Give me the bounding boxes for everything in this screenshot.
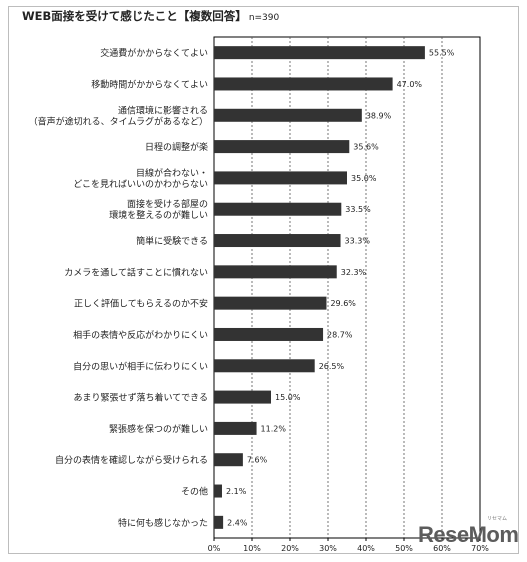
category-label: その他 [181,486,208,498]
bar [214,296,327,310]
chart-title-text: WEB面接を受けて感じたこと【複数回答】 [22,9,247,23]
value-label: 55.5% [429,49,455,58]
bar [214,327,324,341]
bar [214,140,350,154]
bar [214,453,243,467]
bar [214,77,393,91]
bar [214,515,224,529]
bar [214,108,362,122]
value-label: 15.0% [275,393,301,402]
category-label: 通信環境に影響される（音声が途切れる、タイムラグがあるなど） [29,104,208,127]
category-label: あまり緊張せず落ち着いてできる [73,392,208,404]
x-tick-label: 40% [357,544,375,553]
value-label: 35.6% [353,143,379,152]
bar [214,265,337,279]
x-tick-label: 30% [319,544,337,553]
category-label: 日程の調整が楽 [145,141,208,153]
x-tick-label: 20% [281,544,299,553]
value-label: 35.0% [351,174,377,183]
value-label: 32.3% [341,268,367,277]
resemom-logo: ReseMom [418,522,519,547]
value-label: 47.0% [397,80,423,89]
x-tick-label: 60% [433,544,451,553]
sample-size: n=390 [248,13,280,23]
category-label: 自分の表情を確認しながら受けられる [55,454,208,466]
chart-frame [8,6,519,554]
bar [214,421,257,435]
category-label: 簡単に受験できる [136,235,208,247]
value-label: 33.5% [345,205,371,214]
x-tick-label: 50% [395,544,413,553]
bar [214,171,347,185]
value-label: 2.4% [227,518,248,527]
bar [214,484,222,498]
value-label: 33.3% [345,237,371,246]
category-label: 交通費がかからなくてよい [100,47,208,59]
value-label: 7.6% [247,456,268,465]
category-label: 面接を受ける部屋の環境を整えるのが難しい [109,198,208,221]
resemom-logo-sub: リセマム [487,516,508,522]
value-label: 29.6% [330,299,356,308]
bar [214,46,425,60]
category-label: 緊張感を保つのが難しい [109,423,208,435]
category-label: 相手の表情や反応がわかりにくい [73,329,208,341]
value-label: 26.5% [319,362,345,371]
chart-title: WEB面接を受けて感じたこと【複数回答】 n=390 [22,8,279,24]
category-label: 特に何も感じなかった [118,517,208,529]
plot-area [213,36,481,539]
value-label: 2.1% [226,487,247,496]
category-label: カメラを通して話すことに慣れない [64,266,208,278]
x-tick-label: 70% [471,544,489,553]
x-tick-label: 0% [208,544,221,553]
bar [214,202,342,216]
category-label: 目線が合わない・どこを見ればいいのかわからない [73,167,208,190]
category-label: 移動時間がかからなくてよい [91,78,208,90]
category-label: 自分の思いが相手に伝わりにくい [73,360,208,372]
value-label: 28.7% [327,330,353,339]
bar [214,390,271,404]
category-label: 正しく評価してもらえるのか不安 [74,298,208,310]
value-label: 38.9% [366,111,392,120]
x-tick-label: 10% [243,544,261,553]
value-label: 11.2% [261,424,287,433]
bar [214,359,315,373]
bar [214,234,341,248]
